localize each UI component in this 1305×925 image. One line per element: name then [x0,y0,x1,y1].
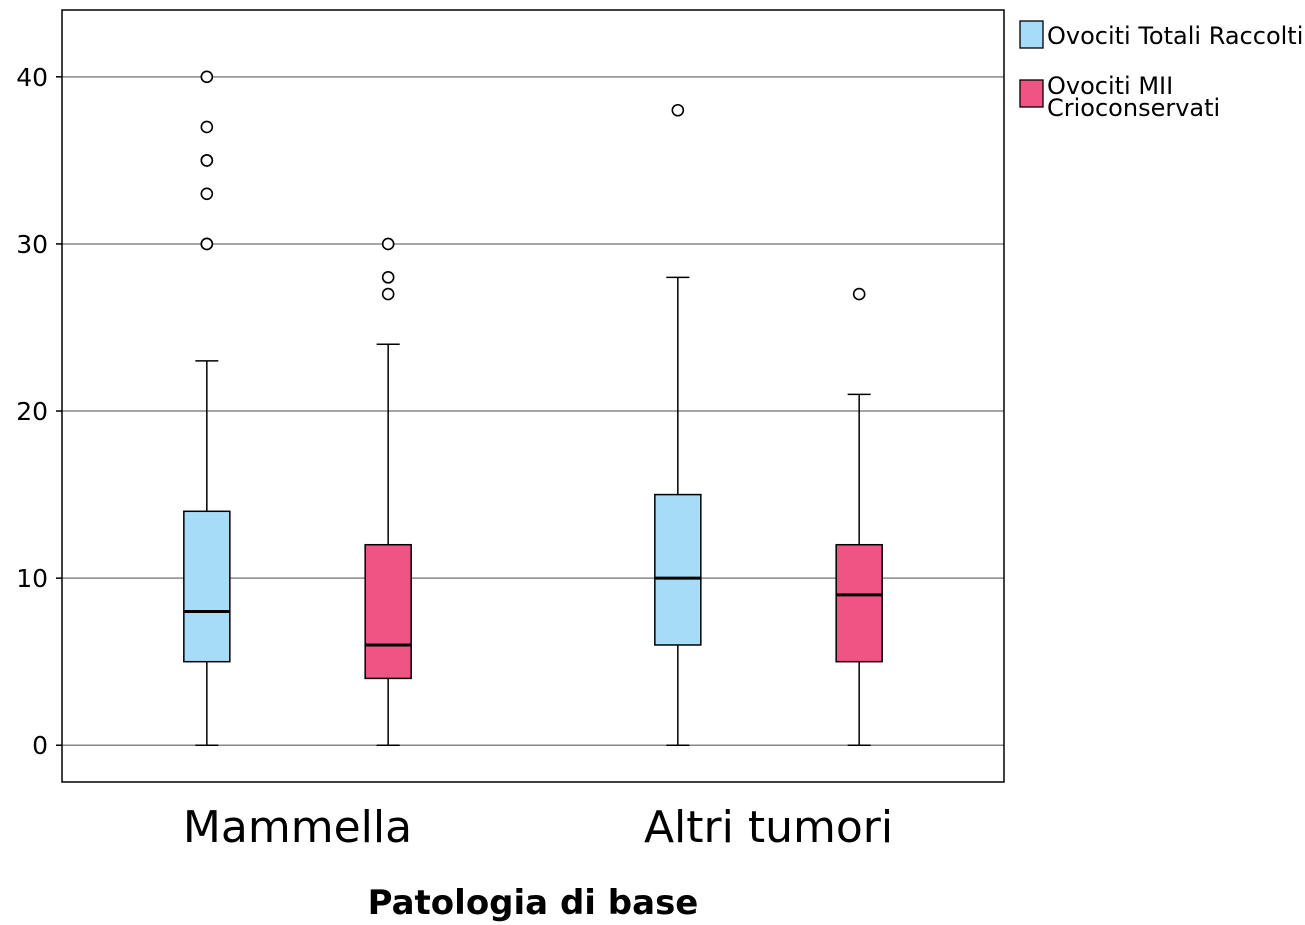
x-axis-label: Patologia di base [368,883,699,923]
outlier-point [671,103,685,117]
legend-item: Ovociti Totali Raccolti [1019,20,1303,50]
legend-label-line: Crioconservati [1047,94,1220,122]
legend-label-line: Ovociti MII [1047,72,1173,100]
plot-frame [61,9,1005,783]
legend-item: Ovociti MII Crioconservati [1019,72,1220,122]
outlier-point [200,120,214,134]
outlier-point [200,187,214,201]
y-tick-label: 20 [16,397,48,426]
y-tick-label: 0 [32,731,48,760]
outlier-point [200,70,214,84]
legend-label-line: Ovociti Totali Raccolti [1047,22,1303,50]
iqr-box [364,543,412,680]
legend-swatch [1019,79,1044,108]
category-label: Mammella [183,802,412,853]
box-0-1 [654,103,702,746]
box-1-0 [364,237,412,746]
iqr-box [835,543,883,663]
x-axis-categories: Mammella Altri tumori [183,802,893,853]
legend-swatch [1019,20,1044,49]
y-axis-ticks: 0 10 20 30 40 [16,63,62,760]
outlier-point [381,287,395,301]
outlier-point [200,154,214,167]
iqr-box [654,493,702,646]
legend-label: Ovociti MII Crioconservati [1047,72,1220,122]
outlier-point [381,237,395,251]
y-tick-label: 10 [16,564,48,593]
boxes [183,70,883,746]
outlier-point [852,287,866,301]
legend-label: Ovociti Totali Raccolti [1047,22,1303,50]
y-tick-label: 40 [16,63,48,92]
iqr-box [183,510,231,663]
box-1-1 [835,287,883,746]
box-0-0 [183,70,231,746]
outlier-point [200,237,214,251]
legend: Ovociti Totali Raccolti Ovociti MII Crioco… [1019,20,1303,122]
y-tick-label: 30 [16,230,48,259]
outlier-point [381,271,395,284]
category-label: Altri tumori [644,802,893,853]
